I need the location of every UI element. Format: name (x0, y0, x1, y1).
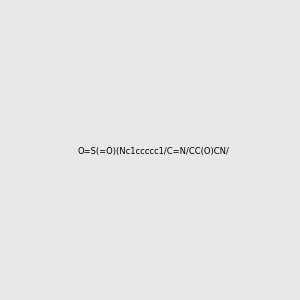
Text: O=S(=O)(Nc1ccccc1/C=N/CC(O)CN/: O=S(=O)(Nc1ccccc1/C=N/CC(O)CN/ (78, 147, 230, 156)
